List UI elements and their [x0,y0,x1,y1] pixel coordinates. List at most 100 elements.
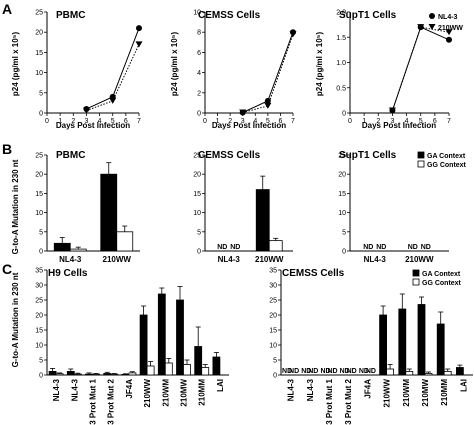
legend-swatch-ga [412,269,420,277]
bar [443,370,452,376]
x-tick-label: 3 [390,118,394,125]
nd-label: ND [376,244,386,251]
x-tick-label: 0 [348,118,352,125]
y-tick-label: 25 [338,153,346,160]
nd-label: ND [408,244,418,251]
y-tick-label: 0 [39,373,43,380]
x-tick-label: NL4-3 [52,378,61,401]
x-tick-label: 210WW [383,379,392,408]
panel-letter-b: B [2,141,12,157]
y-tick-label: 15 [338,191,346,198]
series-line [391,26,450,111]
bar [455,367,464,376]
chart-a1: 0 5 10 15 20 25 0 1 2 3 4 5 6 7 PBMC Days Post Infect… [11,10,143,130]
legend-marker-triangle [428,24,436,30]
data-point [239,109,247,116]
bar [417,304,426,376]
nd-label: ND [327,368,337,375]
y-tick-label: 5 [39,358,43,365]
bar [128,372,137,376]
bar [73,373,82,376]
y-tick-label: 35 [269,268,277,275]
y-tick-label: 15 [35,328,43,335]
y-tick-label: 20 [35,172,43,179]
bar [116,231,134,252]
bar [48,370,57,376]
x-tick-label: NL4-3 Prot Mut 2 [107,378,116,425]
nd-label: ND [217,244,227,251]
legend-marker-circle [429,13,435,19]
bar [255,189,270,252]
chart-b2: 0 5 10 15 20 25 NL4-3 210WW ND ND CEMSS Cells [193,150,293,264]
y-tick-label: 25 [35,298,43,305]
bar [164,362,173,376]
x-tick-label: 210MW [421,379,430,407]
x-axis-label: Days Post Infection [212,121,286,130]
x-tick-label: 4 [405,118,409,125]
y-tick-label: 10 [35,70,43,77]
x-tick-label: 210MM [198,379,207,406]
y-tick-label: 5 [273,358,277,365]
y-tick-label: 35 [35,268,43,275]
chart-title: CEMSS Cells [282,268,345,279]
y-tick-label: 10 [35,343,43,350]
y-tick-label: 6 [197,50,201,57]
y-axis-label: p24 (pg/ml x 10⁵) [11,32,20,97]
nd-label: ND [347,368,357,375]
bar [398,308,407,376]
x-tick-label: 2 [71,118,75,125]
y-tick-label: 5 [39,229,43,236]
y-tick-label: 15 [35,50,43,57]
y-axis-label: G-to-A Mutation in 230 nt [11,159,20,254]
x-tick-label: 5 [111,118,115,125]
x-tick-label: NL4-3 Prot Mut 2 [344,378,353,425]
legend-swatch-ga [417,151,425,159]
x-tick-label: 4 [98,118,102,125]
y-tick-label: 0 [39,249,43,256]
bar [379,314,388,376]
x-tick-label: NL4-3 [287,378,296,401]
x-tick-label: JF4A [363,379,372,399]
x-tick-label: 7 [291,118,295,125]
x-tick-label: 3 [84,118,88,125]
y-tick-label: 20 [269,313,277,320]
bar [66,370,75,376]
y-axis-label: G-to-A Mutation in 230 nt [11,272,20,367]
legend: GA Context GG Context [417,151,467,169]
x-tick-label: 2 [228,118,232,125]
y-tick-label: 20 [35,30,43,37]
x-tick-label: 2 [376,118,380,125]
y-tick-label: 0 [197,249,201,256]
y-tick-label: 15 [269,328,277,335]
data-point [136,25,142,32]
legend-label: GA Context [427,153,466,160]
legend-swatch-gg [417,160,425,168]
nd-label: ND [308,368,318,375]
y-tick-label: 8 [197,30,201,37]
bar [110,373,119,376]
y-tick-label: 0 [39,111,43,118]
chart-c2: 0 5 10 15 20 25 30 35 NL4-3 NL4-3 NL4-3 Prot Mut 1… [269,268,473,425]
y-tick-label: 20 [35,313,43,320]
x-tick-label: NL4-3 Prot Mut 1 [325,378,334,425]
y-tick-label: 2.0 [336,10,346,17]
y-tick-label: 0 [273,373,277,380]
legend-label: GG Context [427,162,467,169]
bar [139,314,148,376]
x-tick-label: 210WW [405,255,434,264]
bar [436,323,445,376]
bar [69,248,87,252]
y-tick-label: 20 [338,172,346,179]
legend: NL4-3 210WW [428,13,463,32]
nd-label: ND [366,368,376,375]
nd-label: ND [282,368,292,375]
nd-label: ND [289,368,299,375]
bar [121,373,130,376]
y-tick-label: 25 [35,10,43,17]
data-point [445,29,453,36]
nd-label: ND [421,244,431,251]
data-point [446,36,452,43]
x-tick-label: 210WM [402,379,411,407]
y-tick-label: 4 [197,70,201,77]
x-tick-label: 1 [362,118,366,125]
